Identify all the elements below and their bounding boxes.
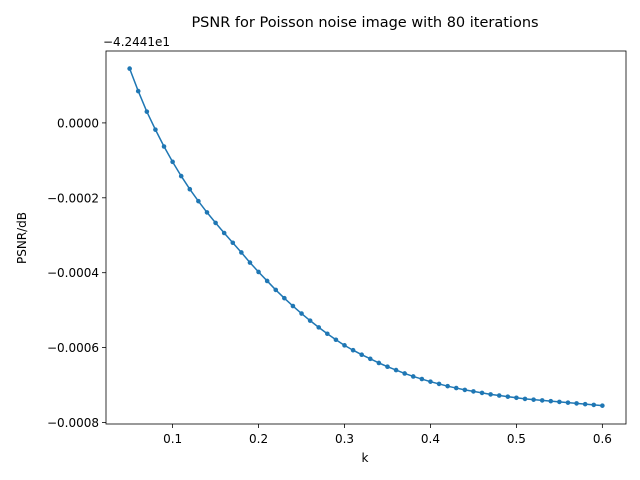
data-point bbox=[505, 394, 511, 399]
data-point bbox=[282, 295, 287, 301]
data-point bbox=[479, 390, 485, 396]
data-point bbox=[428, 379, 433, 384]
data-point bbox=[359, 352, 365, 358]
x-tick-label: 0.1 bbox=[163, 432, 182, 446]
data-point bbox=[170, 159, 175, 165]
data-point bbox=[436, 381, 442, 387]
data-point bbox=[591, 402, 597, 408]
x-tick-label: 0.2 bbox=[249, 432, 268, 446]
data-point bbox=[393, 367, 399, 373]
data-point bbox=[247, 260, 253, 265]
data-point bbox=[290, 303, 296, 309]
y-tick-label: −0.0008 bbox=[47, 416, 99, 430]
data-point bbox=[230, 240, 236, 246]
data-point bbox=[342, 343, 347, 348]
data-point bbox=[539, 398, 545, 403]
data-point bbox=[178, 173, 184, 179]
data-point bbox=[548, 398, 554, 404]
data-point bbox=[196, 198, 201, 204]
data-point bbox=[582, 401, 588, 407]
data-point bbox=[256, 269, 261, 275]
plot-area bbox=[105, 50, 627, 425]
data-point bbox=[204, 210, 210, 215]
data-point bbox=[565, 400, 571, 405]
data-point bbox=[522, 396, 528, 402]
data-point bbox=[368, 356, 373, 362]
x-tick-label: 0.4 bbox=[421, 432, 440, 446]
y-tick-label: −0.0002 bbox=[47, 191, 99, 205]
data-point bbox=[557, 399, 562, 405]
x-tick-label: 0.3 bbox=[335, 432, 354, 446]
data-point bbox=[161, 144, 167, 149]
data-point bbox=[453, 385, 459, 391]
data-point bbox=[307, 318, 313, 323]
data-point bbox=[488, 392, 493, 397]
data-point bbox=[574, 401, 579, 406]
data-point bbox=[153, 127, 158, 132]
data-point bbox=[213, 220, 218, 226]
y-tick-label: −0.0006 bbox=[47, 341, 99, 355]
data-point bbox=[299, 311, 304, 316]
data-point bbox=[600, 403, 605, 408]
x-axis-label: k bbox=[362, 451, 369, 465]
chart-title: PSNR for Poisson noise image with 80 ite… bbox=[191, 15, 538, 31]
data-point bbox=[325, 331, 330, 337]
y-tick-label: 0.0000 bbox=[57, 116, 99, 130]
data-point bbox=[239, 250, 244, 255]
x-tick-label: 0.5 bbox=[507, 432, 526, 446]
axes-frame bbox=[105, 50, 627, 425]
x-tick-label: 0.6 bbox=[593, 432, 612, 446]
data-point bbox=[410, 374, 416, 379]
y-axis-label: PSNR/dB bbox=[15, 212, 29, 264]
data-point bbox=[514, 395, 519, 401]
data-point bbox=[144, 109, 150, 114]
data-point bbox=[127, 66, 132, 71]
x-axis-ticks: 0.1 0.2 0.3 0.4 0.5 0.6 bbox=[163, 424, 612, 446]
data-point bbox=[264, 278, 270, 284]
data-point bbox=[445, 383, 450, 389]
y-axis-offset-label: −4.2441e1 bbox=[103, 35, 170, 49]
data-point bbox=[496, 393, 502, 398]
data-point bbox=[376, 360, 382, 366]
data-point bbox=[531, 397, 536, 402]
data-point bbox=[385, 364, 390, 370]
data-point bbox=[273, 287, 279, 293]
data-point bbox=[471, 389, 476, 394]
data-point bbox=[333, 337, 339, 343]
data-point bbox=[350, 347, 356, 353]
data-point bbox=[221, 230, 227, 236]
data-point bbox=[316, 325, 322, 330]
series-line bbox=[128, 68, 603, 407]
data-point bbox=[419, 376, 425, 382]
data-point bbox=[462, 387, 468, 393]
data-point bbox=[402, 371, 407, 376]
y-axis-ticks: 0.0000 −0.0002 −0.0004 −0.0006 −0.0008 bbox=[47, 116, 106, 430]
data-point bbox=[187, 186, 193, 192]
data-point bbox=[135, 88, 141, 94]
y-tick-label: −0.0004 bbox=[47, 266, 99, 280]
